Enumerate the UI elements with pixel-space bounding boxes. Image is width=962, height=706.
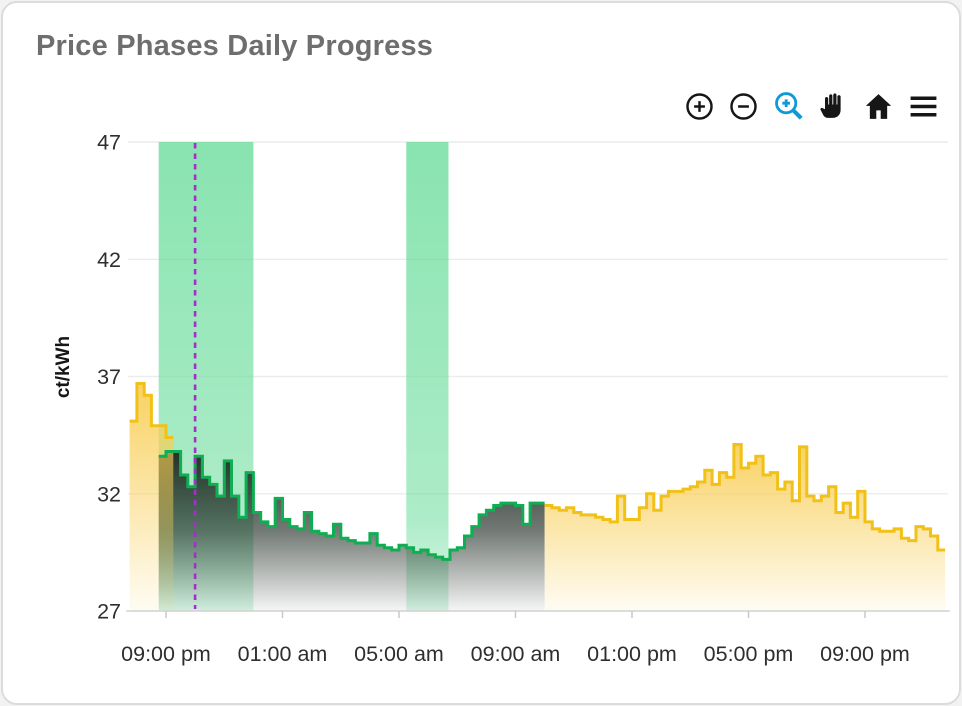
zoom-out-icon [730, 92, 757, 120]
series-area-fills [129, 383, 946, 611]
y-tick-label: 32 [97, 482, 121, 506]
page-title: Price Phases Daily Progress [36, 30, 434, 62]
price-chart-plot[interactable]: 27 32 37 42 47 09:00 pm 01:00 am 05:00 am 09:00 … [3, 3, 961, 705]
y-tick-label: 37 [97, 365, 121, 389]
price-evening-yellow-area [129, 383, 174, 611]
series-step-lines [129, 382, 946, 561]
menu-button[interactable] [906, 89, 941, 124]
x-tick-label: 05:00 pm [704, 642, 794, 666]
x-tick-label: 01:00 pm [587, 642, 677, 666]
x-tick-label: 09:00 pm [121, 642, 211, 666]
y-axis-title: ct/kWh [53, 335, 74, 399]
zoom-out-button[interactable] [726, 89, 761, 124]
price-green-phase-line [158, 450, 545, 561]
x-tick-label: 09:00 am [471, 642, 561, 666]
y-tick-label: 27 [97, 600, 121, 624]
y-tick-label: 42 [97, 248, 121, 272]
x-tick-label: 05:00 am [354, 642, 444, 666]
home-icon [865, 93, 892, 119]
price-evening-yellow-line [129, 382, 174, 439]
pan-button[interactable] [817, 89, 851, 123]
y-tick-label: 47 [97, 131, 121, 155]
reset-home-button[interactable] [860, 88, 897, 125]
x-tick-label: 09:00 pm [820, 642, 910, 666]
zoom-in-button[interactable] [682, 89, 717, 124]
zoom-in-icon [686, 92, 713, 120]
chart-toolbar [682, 87, 941, 125]
selection-zoom-icon [775, 92, 803, 120]
price-daytime-yellow-area [544, 444, 946, 611]
selection-zoom-button[interactable] [770, 87, 808, 125]
axis-ticks-and-labels: 27 32 37 42 47 09:00 pm 01:00 am 05:00 am 09:00 … [97, 131, 950, 666]
pan-hand-icon [820, 93, 841, 118]
menu-icon [910, 95, 937, 117]
x-tick-label: 01:00 am [238, 642, 328, 666]
price-daytime-yellow-line [544, 443, 946, 552]
price-green-phase-area [158, 451, 545, 611]
green-phase-band-2 [406, 142, 449, 611]
